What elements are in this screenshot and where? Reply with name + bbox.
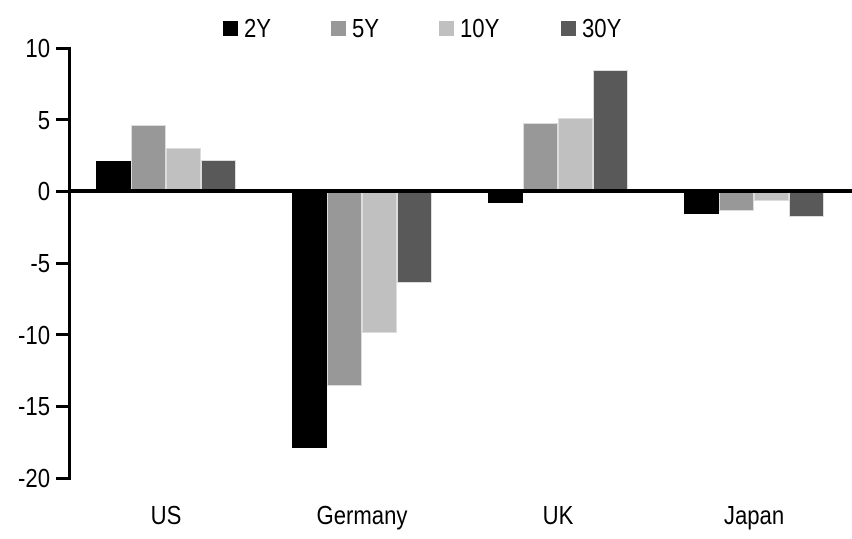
y-axis-tick-label: -5 bbox=[30, 248, 50, 278]
legend-swatch-5y bbox=[331, 20, 347, 36]
bar-japan-5y bbox=[719, 191, 754, 212]
zero-axis-line bbox=[68, 189, 852, 194]
bar-germany-30y bbox=[397, 191, 432, 284]
y-axis-tick-mark bbox=[56, 118, 68, 122]
x-axis-category-label: Japan bbox=[723, 500, 785, 530]
chart-legend: 2Y 5Y 10Y 30Y bbox=[0, 10, 852, 46]
x-axis-category-label: Germany bbox=[316, 500, 408, 530]
legend-label: 2Y bbox=[244, 13, 272, 43]
legend-label: 10Y bbox=[460, 13, 500, 43]
bar-germany-5y bbox=[327, 191, 362, 387]
legend-swatch-30y bbox=[561, 20, 577, 36]
y-axis-tick-label: -20 bbox=[18, 463, 50, 493]
y-axis-tick-label: 10 bbox=[25, 33, 50, 63]
bar-uk-5y bbox=[523, 122, 558, 192]
x-axis-category-label: UK bbox=[542, 500, 574, 530]
y-axis-tick-label: 0 bbox=[37, 176, 50, 207]
bar-uk-10y bbox=[558, 118, 593, 192]
y-axis-line bbox=[68, 46, 71, 480]
y-axis-tick-label: 5 bbox=[37, 104, 50, 135]
y-axis-tick-mark bbox=[56, 189, 68, 193]
y-axis-tick-mark bbox=[56, 404, 68, 408]
x-axis-category-label: US bbox=[150, 500, 182, 530]
legend-item-5y: 5Y bbox=[331, 13, 384, 43]
bar-japan-2y bbox=[684, 191, 719, 215]
bar-germany-2y bbox=[292, 191, 327, 448]
y-axis-tick-mark bbox=[56, 46, 68, 50]
y-axis-tick-mark bbox=[56, 261, 68, 265]
bar-germany-10y bbox=[362, 191, 397, 334]
bar-us-10y bbox=[166, 148, 201, 192]
legend-swatch-2y bbox=[223, 20, 239, 36]
legend-swatch-10y bbox=[439, 20, 455, 36]
legend-label: 30Y bbox=[582, 13, 622, 43]
legend-item-2y: 2Y bbox=[223, 13, 276, 43]
y-axis-tick-label: -10 bbox=[18, 319, 50, 350]
bar-us-30y bbox=[201, 159, 236, 192]
y-axis-tick-label: -15 bbox=[18, 391, 50, 422]
bar-us-2y bbox=[96, 161, 131, 192]
legend-item-10y: 10Y bbox=[439, 13, 506, 43]
y-axis-tick-mark bbox=[56, 333, 68, 337]
y-axis-tick-mark bbox=[56, 476, 68, 480]
bar-us-5y bbox=[131, 125, 166, 192]
legend-label: 5Y bbox=[352, 13, 380, 43]
legend-item-30y: 30Y bbox=[561, 13, 628, 43]
bar-uk-30y bbox=[593, 69, 628, 192]
bar-japan-30y bbox=[789, 191, 824, 218]
